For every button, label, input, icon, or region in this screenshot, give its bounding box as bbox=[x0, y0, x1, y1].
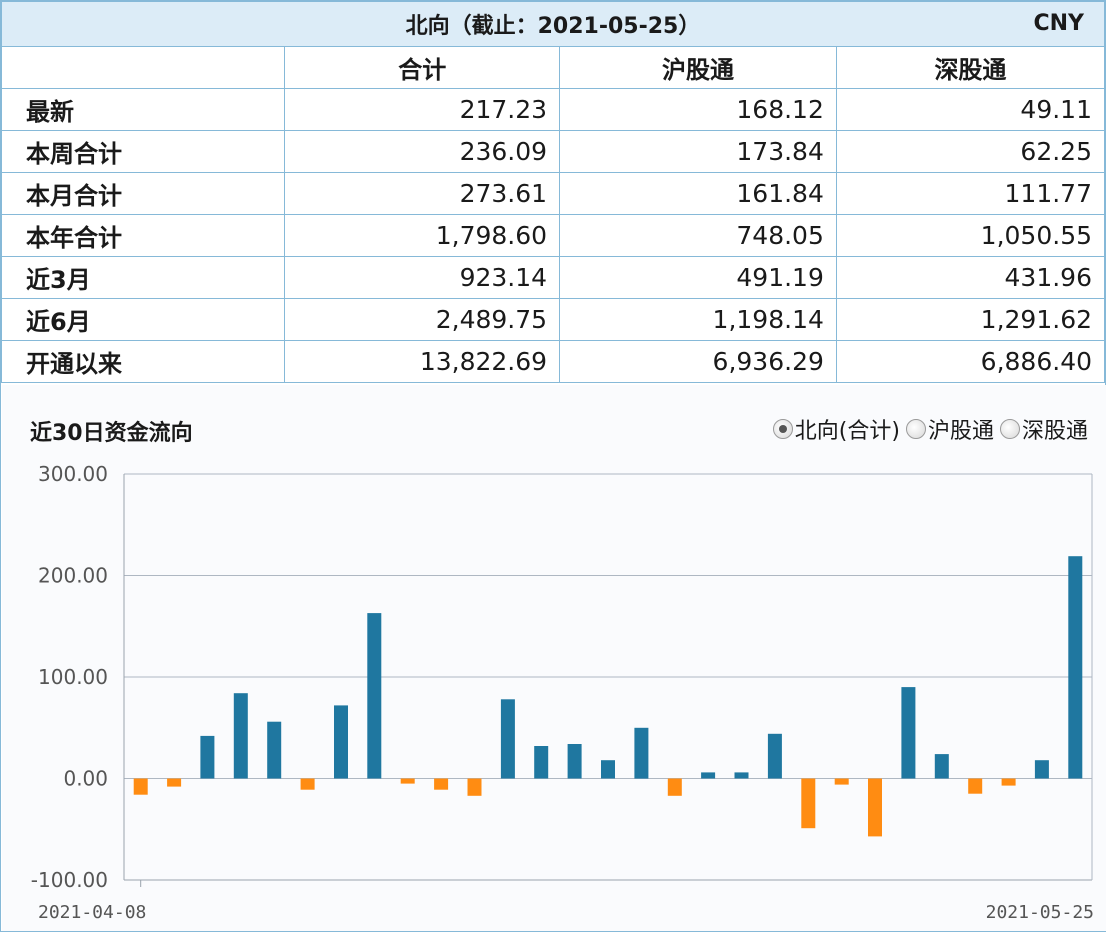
table-title-cell: 北向（截止：2021-05-25） CNY bbox=[1, 1, 1105, 47]
y-tick-label: 100.00 bbox=[38, 665, 108, 689]
value-shanghai: 748.05 bbox=[559, 214, 837, 257]
bar bbox=[701, 772, 716, 779]
header-shanghai-connect: 沪股通 bbox=[559, 46, 837, 89]
table-row: 本年合计 1,798.60 748.05 1,050.55 bbox=[0, 214, 1106, 257]
bar bbox=[734, 772, 749, 779]
bar bbox=[1068, 556, 1083, 779]
bar bbox=[534, 746, 549, 779]
value-shenzhen: 111.77 bbox=[835, 172, 1106, 215]
value-shanghai: 6,936.29 bbox=[559, 340, 837, 383]
row-label: 最新 bbox=[0, 88, 286, 131]
table-row: 本月合计 273.61 161.84 111.77 bbox=[0, 172, 1106, 215]
row-label: 近3月 bbox=[0, 256, 286, 299]
header-blank bbox=[0, 46, 286, 89]
table-row: 最新 217.23 168.12 49.11 bbox=[0, 88, 1106, 131]
bar bbox=[400, 778, 415, 784]
row-label: 开通以来 bbox=[0, 340, 286, 383]
value-shenzhen: 1,050.55 bbox=[835, 214, 1106, 257]
bar bbox=[1001, 778, 1016, 786]
row-label: 近6月 bbox=[0, 298, 286, 341]
value-shenzhen: 6,886.40 bbox=[835, 340, 1106, 383]
radio-shanghai-connect[interactable]: 沪股通 bbox=[905, 413, 994, 445]
value-shanghai: 1,198.14 bbox=[559, 298, 837, 341]
value-shanghai: 161.84 bbox=[559, 172, 837, 215]
bar bbox=[601, 760, 615, 779]
value-shanghai: 173.84 bbox=[559, 130, 837, 173]
row-label: 本年合计 bbox=[0, 214, 286, 257]
value-total: 217.23 bbox=[284, 88, 561, 131]
table-title-row: 北向（截止：2021-05-25） CNY bbox=[1, 1, 1105, 47]
chart-series-selector: 北向(合计) 沪股通 深股通 bbox=[767, 413, 1088, 445]
table-title: 北向（截止：2021-05-25） bbox=[405, 14, 701, 39]
radio-label: 北向(合计) bbox=[794, 419, 900, 444]
y-tick-label: 0.00 bbox=[63, 767, 108, 791]
flow-summary-table: 北向（截止：2021-05-25） CNY 合计 沪股通 深股通 最新 217.2… bbox=[0, 1, 1106, 383]
radio-label: 深股通 bbox=[1021, 419, 1088, 444]
bar bbox=[868, 778, 882, 837]
row-label: 本月合计 bbox=[0, 172, 286, 215]
bar bbox=[267, 721, 282, 779]
value-shenzhen: 1,291.62 bbox=[835, 298, 1106, 341]
bar bbox=[767, 733, 782, 779]
bar bbox=[434, 778, 449, 790]
y-tick-label: 200.00 bbox=[38, 564, 108, 588]
flow-bar-chart: 300.00 200.00 100.00 0.00 -100.00 2021-04-08 2… bbox=[31, 462, 1094, 923]
value-shanghai: 491.19 bbox=[559, 256, 837, 299]
bar bbox=[634, 727, 649, 779]
table-row: 近3月 923.14 491.19 431.96 bbox=[0, 256, 1106, 299]
bar bbox=[968, 778, 983, 794]
value-total: 273.61 bbox=[284, 172, 561, 215]
value-total: 13,822.69 bbox=[284, 340, 561, 383]
radio-northbound-total[interactable]: 北向(合计) bbox=[772, 413, 900, 445]
bar bbox=[567, 744, 582, 779]
row-label: 本周合计 bbox=[0, 130, 286, 173]
radio-unchecked-icon bbox=[999, 419, 1020, 439]
x-end-date-label: 2021-05-25 bbox=[986, 902, 1094, 923]
currency-label: CNY bbox=[1033, 11, 1085, 36]
bar bbox=[934, 754, 949, 779]
table-header-row: 合计 沪股通 深股通 bbox=[0, 46, 1106, 89]
value-total: 2,489.75 bbox=[284, 298, 561, 341]
value-shanghai: 168.12 bbox=[559, 88, 837, 131]
radio-checked-icon bbox=[772, 419, 793, 439]
bar bbox=[1034, 760, 1049, 779]
header-shenzhen-connect: 深股通 bbox=[835, 46, 1106, 89]
header-total: 合计 bbox=[284, 46, 561, 89]
chart-title: 近30日资金流向 bbox=[30, 421, 193, 446]
value-shenzhen: 49.11 bbox=[835, 88, 1106, 131]
bar bbox=[133, 778, 148, 795]
x-start-date-label: 2021-04-08 bbox=[38, 902, 146, 923]
flow-chart-area: 近30日资金流向 北向(合计) 沪股通 深股通 300.00 200.00 100.… bbox=[2, 385, 1106, 931]
value-total: 1,798.60 bbox=[284, 214, 561, 257]
bar bbox=[467, 778, 482, 796]
bar bbox=[500, 699, 515, 779]
value-shenzhen: 431.96 bbox=[835, 256, 1106, 299]
table-row: 开通以来 13,822.69 6,936.29 6,886.40 bbox=[0, 340, 1106, 383]
table-row: 本周合计 236.09 173.84 62.25 bbox=[0, 130, 1106, 173]
bar bbox=[801, 778, 816, 829]
value-total: 236.09 bbox=[284, 130, 561, 173]
bar bbox=[167, 778, 182, 787]
y-tick-label: -100.00 bbox=[31, 868, 108, 892]
radio-shenzhen-connect[interactable]: 深股通 bbox=[999, 413, 1088, 445]
bar bbox=[901, 687, 916, 779]
value-total: 923.14 bbox=[284, 256, 561, 299]
bar bbox=[233, 693, 248, 779]
bar bbox=[367, 613, 382, 779]
bar bbox=[300, 778, 315, 790]
radio-unchecked-icon bbox=[905, 419, 926, 439]
y-tick-label: 300.00 bbox=[38, 462, 108, 486]
bar bbox=[200, 735, 215, 779]
radio-label: 沪股通 bbox=[927, 419, 994, 444]
value-shenzhen: 62.25 bbox=[835, 130, 1106, 173]
bar bbox=[834, 778, 849, 785]
bar bbox=[334, 705, 348, 779]
table-row: 近6月 2,489.75 1,198.14 1,291.62 bbox=[0, 298, 1106, 341]
bar bbox=[667, 778, 682, 796]
